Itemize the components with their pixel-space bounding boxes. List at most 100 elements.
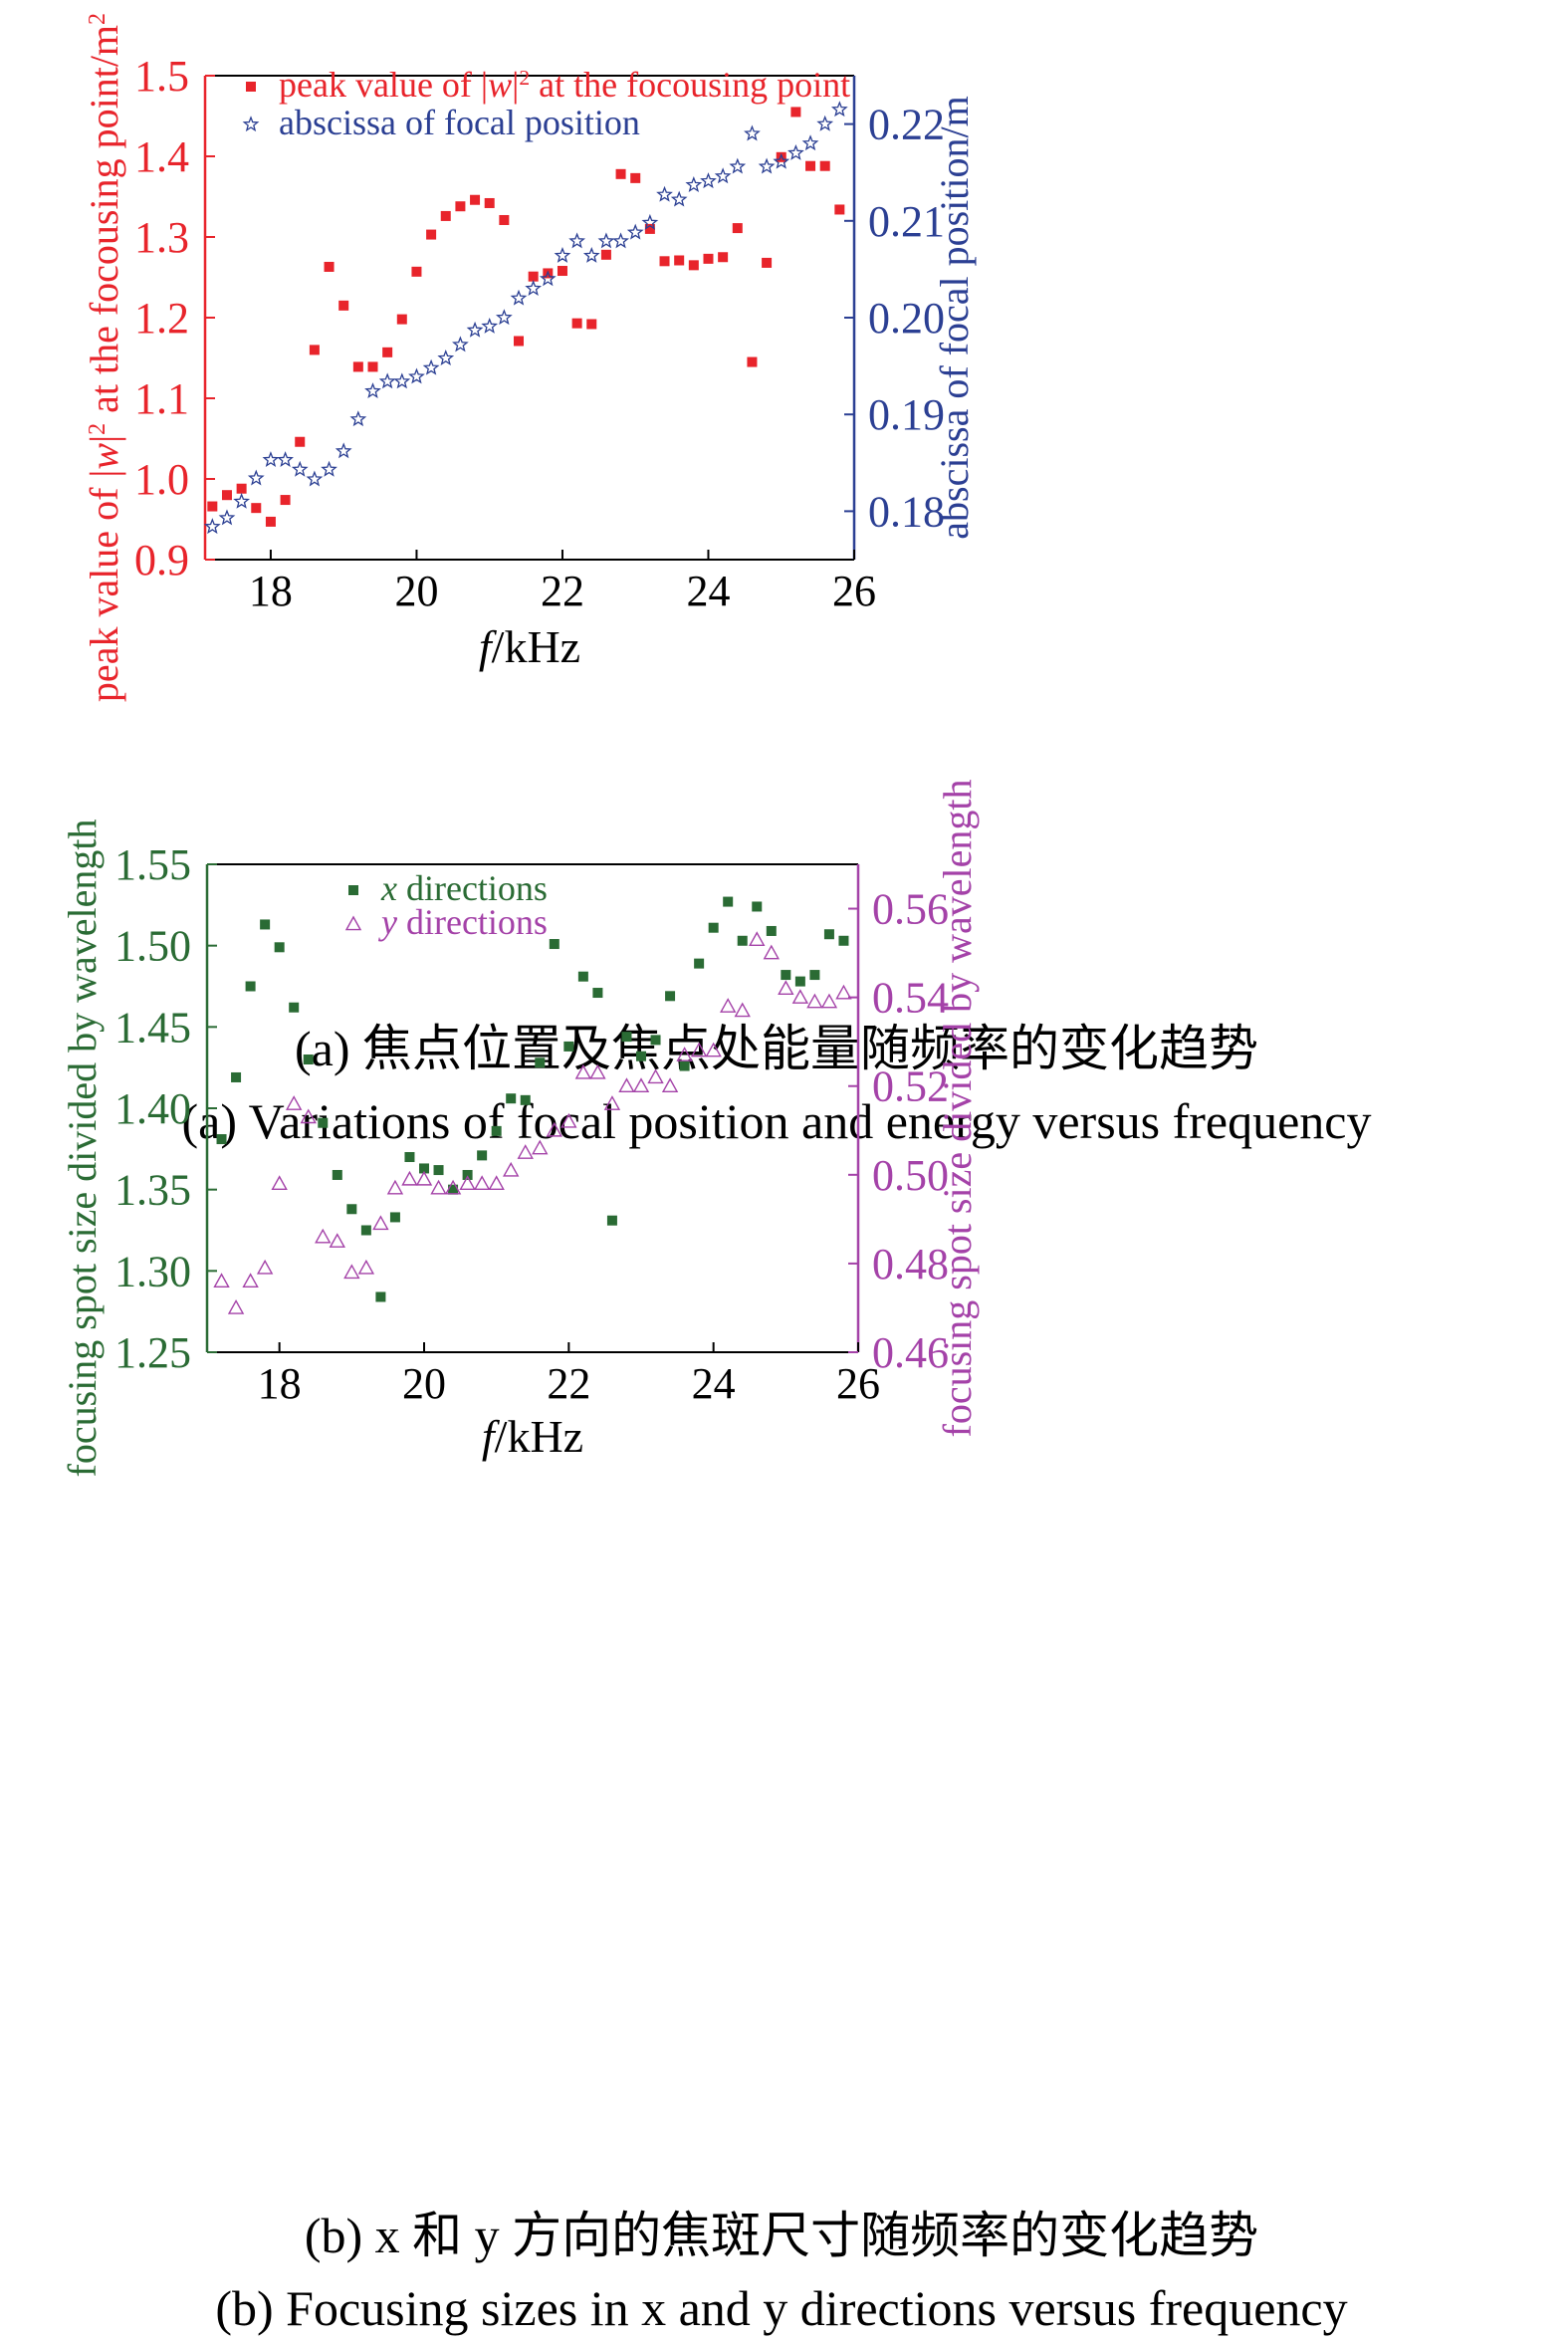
left-y-tick-label: 1.50	[114, 922, 191, 971]
data-point	[806, 993, 823, 1009]
data-point	[221, 490, 232, 501]
x-tick-label: 22	[541, 567, 584, 615]
data-point	[256, 1259, 274, 1275]
data-point	[352, 361, 363, 372]
series-1	[216, 896, 849, 1302]
left-y-tick-label: 1.5	[134, 52, 189, 101]
data-point	[603, 1095, 621, 1110]
data-point	[720, 998, 737, 1013]
data-point	[568, 232, 585, 249]
data-point	[834, 204, 845, 215]
series-2	[203, 101, 848, 535]
data-point	[838, 935, 849, 946]
data-point	[245, 981, 256, 992]
data-point	[271, 1175, 288, 1191]
data-point	[723, 896, 734, 907]
x-tick-label: 22	[547, 1359, 590, 1408]
left-y-tick-label: 1.25	[114, 1328, 191, 1377]
data-point	[324, 261, 335, 272]
data-point	[514, 336, 525, 347]
right-y-axis-label: focusing spot size divided by wavelength	[935, 780, 980, 1438]
right-y-tick-label: 0.18	[868, 487, 945, 536]
data-point	[752, 901, 763, 912]
x-axis-label: f/kHz	[482, 1411, 583, 1462]
data-point	[621, 1032, 632, 1043]
data-point	[819, 160, 830, 171]
data-point	[659, 256, 670, 267]
data-point	[656, 185, 673, 202]
data-point	[332, 1169, 342, 1180]
data-point	[393, 372, 411, 389]
data-point	[600, 249, 611, 260]
data-point	[589, 1063, 606, 1079]
data-point	[295, 436, 306, 447]
data-point	[335, 442, 352, 459]
data-point	[532, 1139, 549, 1155]
left-y-tick-label: 1.35	[114, 1166, 191, 1215]
data-point	[430, 1179, 447, 1195]
caption-b-cn: (b) x 和 y 方向的焦斑尺寸随频率的变化趋势	[305, 2208, 1258, 2263]
data-point	[632, 1077, 650, 1093]
data-point	[805, 160, 816, 171]
data-point	[708, 922, 719, 933]
data-point	[349, 410, 367, 427]
left-y-tick-label: 1.1	[134, 374, 189, 423]
legend-marker	[348, 885, 358, 895]
data-point	[705, 1042, 722, 1057]
data-point	[286, 1095, 303, 1110]
data-point	[396, 314, 407, 325]
data-point	[213, 1273, 230, 1289]
data-point	[321, 460, 337, 477]
x-axis-label: f/kHz	[479, 621, 580, 672]
left-y-axis-label: peak value of |w|2 at the focousing poin…	[82, 13, 126, 702]
data-point	[309, 345, 320, 355]
data-point	[389, 1212, 400, 1223]
caption-b-en: (b) Focusing sizes in x and y directions…	[215, 2280, 1347, 2336]
legend-marker	[242, 116, 260, 132]
legend-label: x directions	[380, 868, 548, 908]
data-point	[592, 988, 603, 999]
data-point	[491, 1125, 502, 1136]
data-point	[375, 1291, 386, 1302]
data-point	[801, 134, 819, 151]
data-point	[419, 1163, 429, 1174]
data-point	[546, 1121, 562, 1137]
data-point	[372, 1215, 389, 1231]
data-point	[535, 1057, 546, 1068]
data-point	[781, 970, 791, 981]
data-point	[455, 201, 466, 212]
data-point	[452, 336, 469, 352]
data-point	[291, 460, 309, 477]
data-point	[466, 321, 484, 338]
data-point	[766, 925, 777, 936]
data-point	[612, 232, 629, 249]
data-point	[539, 270, 557, 287]
right-y-tick-label: 0.21	[868, 197, 945, 246]
data-point	[462, 1169, 473, 1180]
chart-b: 18 20 22 24 26 f/kHz 1.25 1.30 1.35 1.40 1.45 1.50 1…	[60, 780, 980, 1478]
right-y-tick-label: 0.54	[872, 974, 949, 1023]
data-point	[758, 157, 776, 174]
data-point	[747, 356, 758, 367]
data-point	[665, 991, 676, 1002]
data-point	[835, 984, 852, 1000]
data-point	[386, 1179, 404, 1195]
data-point	[729, 157, 747, 174]
data-point	[787, 143, 804, 160]
data-point	[574, 1063, 592, 1079]
left-y-tick-label: 1.45	[114, 1003, 191, 1052]
data-point	[343, 1264, 360, 1280]
data-point	[690, 1042, 708, 1057]
data-point	[778, 980, 794, 996]
x-tick-label: 20	[402, 1359, 446, 1408]
data-point	[260, 919, 271, 930]
data-point	[203, 518, 221, 535]
data-point	[737, 935, 748, 946]
data-point	[382, 347, 393, 357]
data-point	[300, 1108, 317, 1124]
data-point	[670, 190, 688, 207]
data-point	[338, 300, 349, 311]
data-point	[473, 1175, 491, 1191]
data-point	[830, 101, 848, 117]
right-y-tick-label: 0.22	[868, 101, 945, 149]
